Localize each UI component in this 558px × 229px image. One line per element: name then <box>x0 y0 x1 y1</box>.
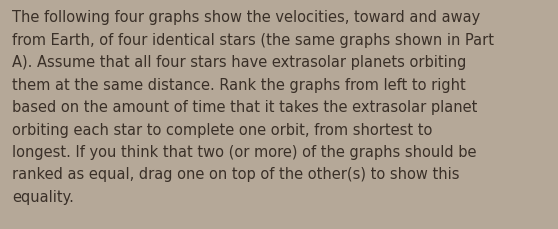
Text: The following four graphs show the velocities, toward and away
from Earth, of fo: The following four graphs show the veloc… <box>12 10 494 204</box>
